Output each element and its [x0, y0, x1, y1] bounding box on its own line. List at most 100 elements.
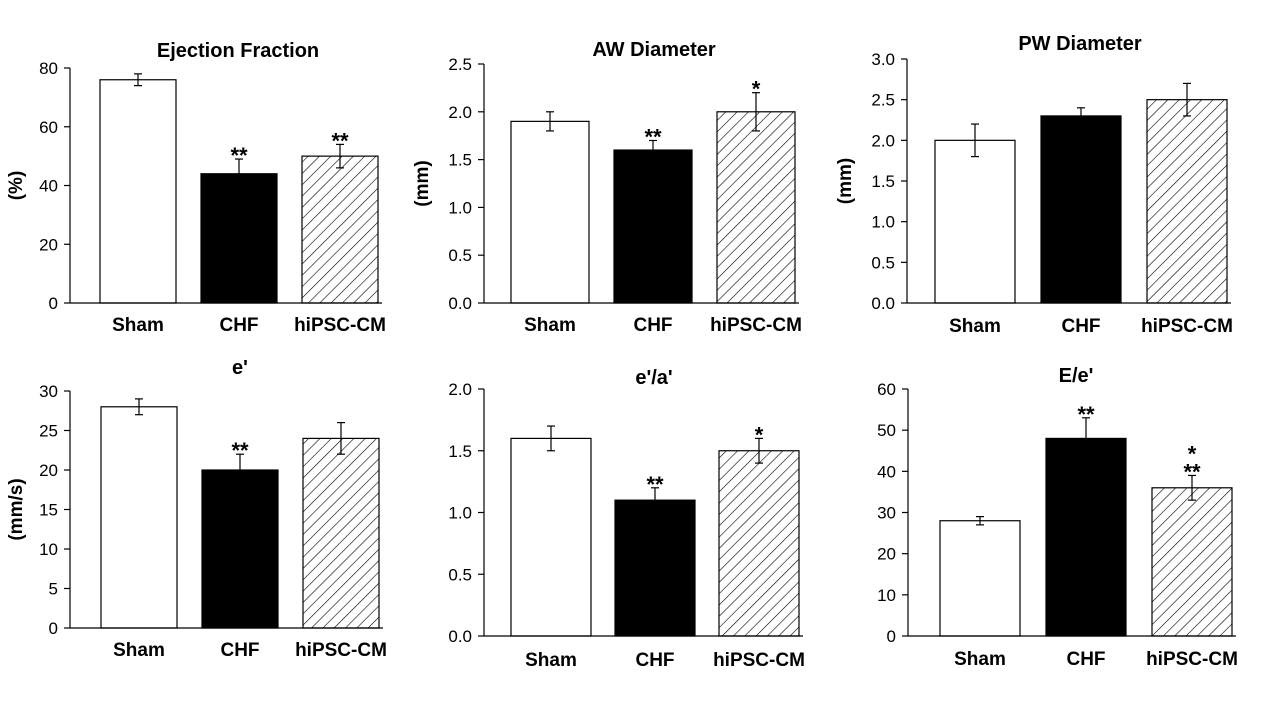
bar [1151, 487, 1233, 637]
y-tick-label: 20 [39, 235, 58, 254]
y-tick-label: 2.0 [448, 380, 472, 399]
significance-marker: ** [1183, 459, 1201, 484]
y-tick-label: 50 [877, 421, 896, 440]
y-axis-label: (mm/s) [6, 478, 27, 540]
bar [934, 139, 1016, 304]
y-tick-label: 0.0 [448, 294, 472, 313]
bar [301, 155, 379, 304]
x-category-label: CHF [633, 315, 672, 336]
y-tick-label: 30 [39, 382, 58, 401]
y-axis-label: (mm) [835, 158, 856, 204]
bar [200, 173, 278, 304]
significance-marker: * [755, 422, 764, 447]
y-tick-label: 0 [49, 294, 58, 313]
x-category-label: Sham [525, 650, 577, 671]
y-tick-label: 20 [39, 461, 58, 480]
y-tick-label: 20 [877, 545, 896, 564]
bar [613, 149, 693, 304]
y-tick-label: 0 [887, 627, 896, 646]
bar [201, 469, 279, 629]
y-tick-label: 0.0 [871, 294, 895, 313]
x-category-label: hiPSC-CM [1141, 316, 1233, 337]
bar [1045, 437, 1127, 637]
x-category-label: CHF [635, 650, 674, 671]
y-tick-label: 60 [39, 118, 58, 137]
chart-title: E/e' [1059, 365, 1094, 387]
y-tick-label: 10 [877, 586, 896, 605]
x-category-label: CHF [219, 315, 258, 336]
x-category-label: Sham [113, 640, 165, 661]
x-category-label: Sham [112, 315, 164, 336]
bar [99, 79, 177, 304]
x-category-label: hiPSC-CM [295, 640, 387, 661]
bar [1146, 99, 1228, 304]
significance-marker: ** [644, 124, 662, 149]
y-tick-label: 60 [877, 380, 896, 399]
x-category-label: Sham [524, 315, 576, 336]
significance-marker: ** [230, 143, 248, 168]
significance-marker: ** [331, 128, 349, 153]
chart-panel-2: AW Diameter (mm) 0.0 0.5 1.0 1.5 2.0 2.5 Sham ** C… [412, 39, 802, 336]
bar [1040, 115, 1122, 304]
y-tick-label: 1.5 [871, 172, 895, 191]
bar [716, 111, 796, 304]
y-tick-label: 2.5 [871, 91, 895, 110]
y-tick-label: 2.0 [448, 103, 472, 122]
significance-marker: ** [1077, 402, 1095, 427]
chart-panel-3: PW Diameter (mm) 0.0 0.5 1.0 1.5 2.0 2.5 3.0 Sham… [835, 33, 1233, 337]
y-tick-label: 1.0 [448, 198, 472, 217]
y-tick-label: 15 [39, 501, 58, 520]
chart-panel-1: Ejection Fraction (%) 0 20 40 60 80 Sham ** CHF **… [6, 40, 386, 336]
y-tick-label: 25 [39, 422, 58, 441]
significance-marker: * [752, 77, 761, 102]
y-tick-label: 1.5 [448, 151, 472, 170]
y-tick-label: 0.5 [871, 253, 895, 272]
x-category-label: hiPSC-CM [294, 315, 386, 336]
y-tick-label: 0.5 [448, 246, 472, 265]
bar [100, 406, 178, 629]
bar [510, 437, 592, 637]
x-category-label: CHF [220, 640, 259, 661]
y-tick-label: 30 [877, 504, 896, 523]
significance-marker: ** [231, 438, 249, 463]
y-tick-label: 80 [39, 59, 58, 78]
chart-panel-4: e' (mm/s) 0 5 10 15 20 25 30 Sham ** CHF hiPSC-CM [6, 357, 387, 661]
x-category-label: Sham [954, 649, 1006, 670]
bar [614, 499, 696, 637]
bar [302, 437, 380, 629]
x-category-label: hiPSC-CM [713, 650, 805, 671]
x-category-label: hiPSC-CM [1146, 649, 1238, 670]
y-axis-label: (mm) [412, 160, 433, 206]
y-tick-label: 10 [39, 540, 58, 559]
chart-title: AW Diameter [592, 39, 716, 61]
y-axis-label: (%) [6, 171, 27, 201]
y-tick-label: 2.5 [448, 55, 472, 74]
bar [939, 520, 1021, 637]
y-tick-label: 40 [39, 177, 58, 196]
x-category-label: hiPSC-CM [710, 315, 802, 336]
significance-marker: * [1188, 441, 1197, 466]
y-tick-label: 3.0 [871, 50, 895, 69]
y-tick-label: 0 [49, 619, 58, 638]
y-tick-label: 0.0 [448, 627, 472, 646]
y-tick-label: 5 [49, 580, 58, 599]
x-category-label: Sham [949, 316, 1001, 337]
y-tick-label: 1.0 [871, 213, 895, 232]
chart-title: Ejection Fraction [157, 40, 319, 62]
chart-title: PW Diameter [1018, 33, 1142, 55]
y-tick-label: 40 [877, 462, 896, 481]
significance-marker: ** [646, 472, 664, 497]
y-tick-label: 0.5 [448, 565, 472, 584]
y-tick-label: 2.0 [871, 131, 895, 150]
y-tick-label: 1.0 [448, 504, 472, 523]
x-category-label: CHF [1061, 316, 1100, 337]
chart-panel-5: e'/a' 0.0 0.5 1.0 1.5 2.0 Sham ** CHF * hiPSC-CM [448, 367, 805, 671]
chart-title: e' [232, 357, 248, 379]
bar [510, 120, 590, 304]
y-tick-label: 1.5 [448, 442, 472, 461]
x-category-label: CHF [1066, 649, 1105, 670]
chart-title: e'/a' [635, 367, 672, 389]
bar [718, 450, 800, 637]
